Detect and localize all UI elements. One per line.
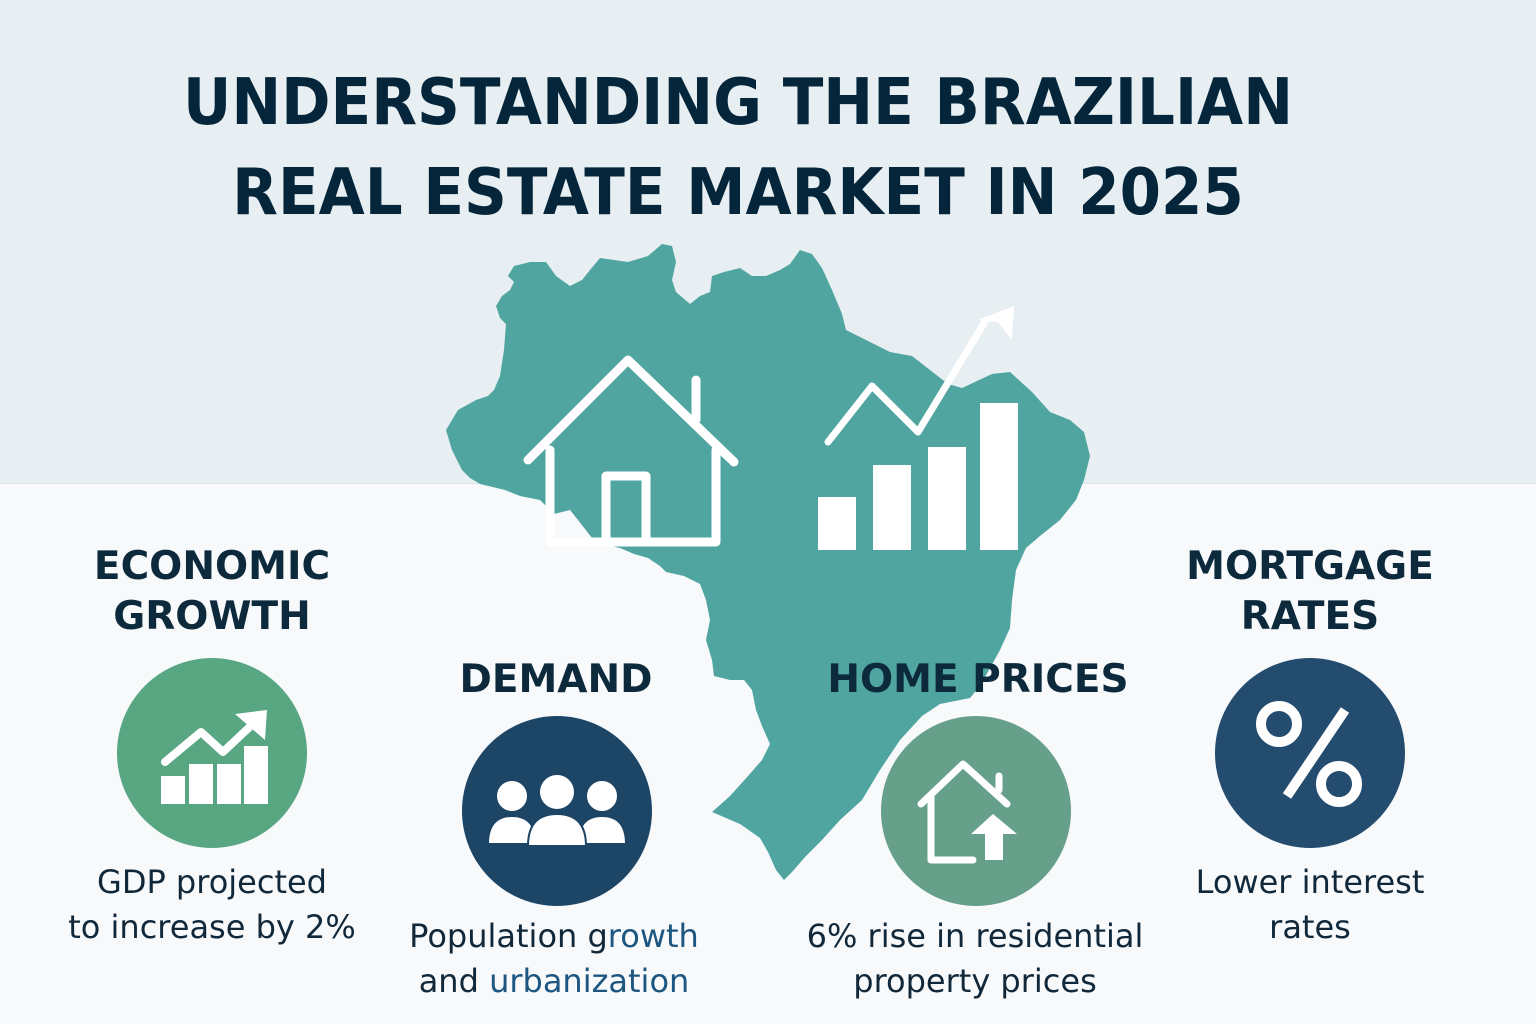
heading-line-1: ECONOMIC <box>93 544 331 589</box>
section-heading: MORTGAGE RATES <box>1140 542 1480 642</box>
people-group-icon <box>486 773 628 847</box>
desc-line-2: property prices <box>853 962 1097 1000</box>
heading-line-2: RATES <box>1240 594 1380 639</box>
home-prices-description: 6% rise in residential property prices <box>790 914 1160 1004</box>
desc-line-1-part-b: rowth <box>607 917 699 955</box>
growth-circle <box>117 658 307 848</box>
section-mortgage-rates: MORTGAGE RATES <box>1140 542 1480 642</box>
growth-chart-icon <box>161 710 268 804</box>
mortgage-description: Lower interest rates <box>1140 860 1480 950</box>
heading-line-1: MORTGAGE <box>1186 544 1434 589</box>
desc-line-1: 6% rise in residential <box>806 917 1144 955</box>
home-prices-circle <box>881 716 1071 906</box>
section-heading: ECONOMIC GROWTH <box>42 542 382 642</box>
percent-icon <box>1256 701 1362 807</box>
section-home-prices: HOME PRICES <box>798 655 1158 705</box>
page-title: UNDERSTANDING THE BRAZILIAN REAL ESTATE … <box>52 58 1425 238</box>
section-economic-growth: ECONOMIC GROWTH <box>42 542 382 642</box>
desc-line-1: GDP projected <box>97 863 327 901</box>
section-demand: DEMAND <box>386 655 726 705</box>
desc-line-2: to increase by 2% <box>68 908 356 946</box>
title-line-2: REAL ESTATE MARKET IN 2025 <box>232 156 1244 230</box>
desc-line-1: Lower interest <box>1195 863 1425 901</box>
house-up-arrow-icon <box>917 760 1017 864</box>
desc-line-2-part-b: urbanization <box>489 962 690 1000</box>
desc-line-2: rates <box>1269 908 1351 946</box>
heading-line-2: GROWTH <box>113 594 311 639</box>
demand-circle <box>462 716 652 906</box>
desc-line-2-part-a: and <box>418 962 490 1000</box>
section-heading: DEMAND <box>459 657 653 702</box>
desc-line-1-part-a: Population g <box>409 917 608 955</box>
section-heading: HOME PRICES <box>827 657 1129 702</box>
mortgage-circle <box>1215 658 1405 848</box>
demand-description: Population growth and urbanization <box>374 914 734 1004</box>
growth-description: GDP projected to increase by 2% <box>42 860 382 950</box>
title-line-1: UNDERSTANDING THE BRAZILIAN <box>182 66 1294 140</box>
